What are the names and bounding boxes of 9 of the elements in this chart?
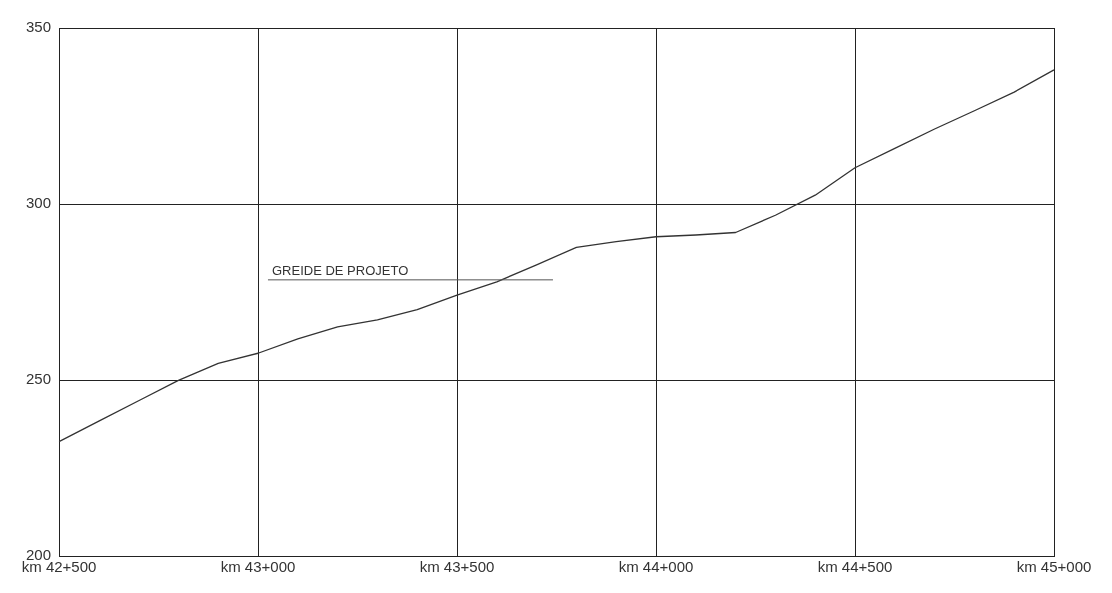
- y-tick-label: 350: [26, 18, 52, 36]
- x-tick-label: km 44+000: [618, 558, 694, 576]
- x-tick-label: km 44+500: [817, 558, 893, 576]
- x-tick-label: km 45+000: [1016, 558, 1092, 576]
- x-tick-label: km 43+500: [419, 558, 495, 576]
- annotation: GREIDE DE PROJETO: [271, 262, 409, 278]
- x-tick-label: km 43+000: [220, 558, 296, 576]
- y-tick-label: 300: [26, 194, 52, 212]
- y-tick-label: 250: [26, 370, 52, 388]
